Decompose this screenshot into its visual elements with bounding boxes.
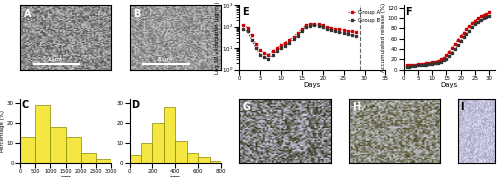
Group B (253, 47, 259, 49)
Text: D: D (132, 101, 140, 110)
Bar (130, 155, 141, 163)
Bar (164, 107, 175, 163)
Y-axis label: Accumulated release (%): Accumulated release (%) (380, 3, 386, 72)
Bar (186, 153, 198, 163)
Group B (240, 28, 246, 30)
Group A (349, 30, 355, 33)
Group B (307, 25, 313, 27)
Group B (336, 31, 342, 33)
Bar (152, 123, 164, 163)
Bar (176, 141, 186, 163)
Group B (324, 28, 330, 30)
Group A (328, 27, 334, 29)
Text: 20μm: 20μm (46, 57, 62, 62)
Bar (50, 127, 66, 163)
Line: Group A: Group A (242, 22, 358, 56)
Group B (312, 24, 318, 26)
Group A (303, 24, 309, 26)
Group B (345, 33, 351, 35)
Group A (312, 22, 318, 25)
Text: F: F (406, 7, 412, 17)
Bar (141, 143, 152, 163)
Group B (262, 56, 268, 58)
Group A (282, 42, 288, 44)
Bar (210, 161, 221, 163)
Group A (294, 32, 300, 34)
Group A (320, 24, 326, 26)
X-axis label: Days: Days (304, 82, 321, 88)
Group A (274, 47, 280, 49)
Group A (353, 31, 359, 33)
Bar (96, 159, 112, 163)
Y-axis label: Percentage (%): Percentage (%) (0, 110, 5, 152)
Group A (257, 49, 263, 51)
Bar (35, 105, 50, 163)
Group B (282, 45, 288, 47)
Group A (299, 28, 305, 30)
Group B (299, 30, 305, 33)
Group B (286, 42, 292, 44)
Group B (290, 38, 296, 40)
X-axis label: nm: nm (170, 175, 181, 177)
Bar (20, 137, 35, 163)
Text: 20μm: 20μm (156, 57, 172, 62)
Group B (340, 32, 346, 34)
Group B (249, 39, 255, 41)
Text: H: H (352, 102, 360, 112)
Group A (336, 28, 342, 30)
Text: B: B (134, 8, 140, 19)
Group A (266, 54, 272, 56)
Group B (332, 30, 338, 33)
Group B (244, 30, 250, 33)
Bar (66, 137, 81, 163)
Group B (349, 34, 355, 36)
Text: I: I (460, 102, 464, 112)
X-axis label: Days: Days (440, 82, 458, 88)
Group A (262, 52, 268, 54)
Text: G: G (243, 102, 251, 112)
Group B (303, 26, 309, 28)
Group A (278, 44, 284, 46)
Group B (266, 58, 272, 60)
Group A (253, 43, 259, 45)
Group A (345, 30, 351, 32)
Group B (274, 50, 280, 53)
Text: A: A (24, 8, 31, 19)
Group A (324, 26, 330, 28)
Text: E: E (242, 7, 249, 17)
Group A (249, 34, 255, 36)
Group B (353, 35, 359, 37)
Y-axis label: Log 10 vildagliptin (μg/ml): Log 10 vildagliptin (μg/ml) (216, 1, 220, 74)
Group B (278, 47, 284, 49)
Group B (316, 25, 322, 27)
Bar (198, 157, 209, 163)
Group A (286, 39, 292, 41)
Group B (294, 35, 300, 37)
Text: C: C (22, 101, 29, 110)
Group A (316, 23, 322, 25)
Group B (320, 26, 326, 28)
X-axis label: nm: nm (60, 175, 72, 177)
Group B (328, 29, 334, 31)
Legend: Group A, Group B: Group A, Group B (346, 8, 383, 25)
Line: Group B: Group B (242, 24, 358, 61)
Group A (307, 23, 313, 25)
Group A (332, 28, 338, 30)
Group A (270, 50, 276, 53)
Group B (270, 54, 276, 56)
Group A (340, 29, 346, 31)
Bar (81, 153, 96, 163)
Group A (290, 35, 296, 38)
Group B (257, 54, 263, 56)
Group A (240, 24, 246, 26)
Group A (244, 27, 250, 29)
